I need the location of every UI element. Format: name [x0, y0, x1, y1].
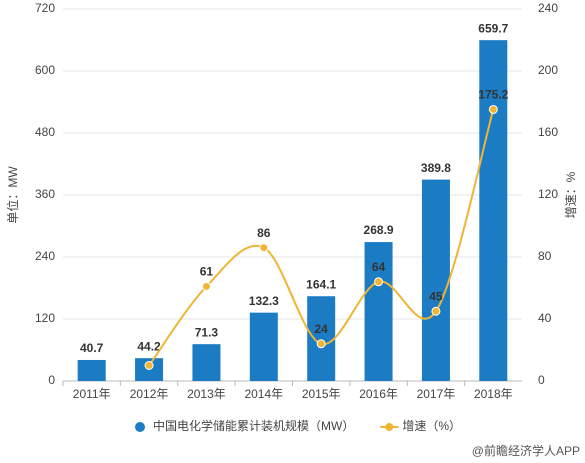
line-point — [431, 306, 441, 316]
bar-label: 71.3 — [195, 325, 219, 339]
bar-label: 659.7 — [478, 21, 508, 35]
bar-label: 40.7 — [80, 341, 104, 355]
bar-label: 132.3 — [249, 294, 279, 308]
line-point — [201, 281, 211, 291]
y-tick-label: 240 — [35, 249, 55, 263]
bar — [192, 344, 221, 381]
bar — [479, 40, 508, 381]
y-tick-label: 360 — [35, 187, 55, 201]
line-point — [144, 361, 154, 370]
line-label: 86 — [257, 226, 271, 240]
bar — [249, 312, 278, 381]
y-tick-label: 720 — [35, 1, 55, 15]
x-tick-label: 2013年 — [187, 387, 226, 401]
legend-swatch — [135, 422, 145, 432]
y-tick-label: 480 — [35, 125, 55, 139]
x-tick-label: 2018年 — [474, 387, 513, 401]
bar — [364, 242, 393, 381]
bar — [77, 359, 106, 381]
legend-label: 中国电化学储能累计装机规模（MW） — [153, 418, 354, 433]
bar — [421, 179, 450, 381]
line-point — [316, 339, 326, 349]
line-label: 64 — [372, 260, 386, 274]
legend-label: 增速（%） — [402, 419, 461, 433]
line-label: 175.2 — [478, 88, 508, 102]
line-label: 61 — [200, 265, 214, 279]
x-tick-label: 2015年 — [302, 387, 341, 401]
x-tick-label: 2016年 — [359, 387, 398, 401]
y2-tick-label: 120 — [538, 187, 558, 201]
y2-tick-label: 40 — [538, 311, 552, 325]
y2-axis-label: 增速：% — [564, 171, 578, 218]
line-point — [259, 243, 269, 253]
y2-tick-label: 240 — [538, 1, 558, 15]
bar-label: 44.2 — [137, 339, 161, 353]
bar-label: 164.1 — [306, 277, 336, 291]
legend-swatch — [385, 423, 394, 431]
bar-label: 268.9 — [364, 223, 394, 237]
y2-tick-label: 80 — [538, 249, 552, 263]
x-tick-label: 2012年 — [130, 387, 169, 401]
bar — [307, 296, 336, 381]
x-tick-label: 2014年 — [244, 387, 283, 401]
line-label: 45 — [429, 289, 443, 303]
y-axis-label: 单位：MW — [5, 166, 20, 224]
footer: @前瞻经济学人APP — [472, 443, 580, 458]
x-tick-label: 2017年 — [417, 387, 456, 401]
y2-tick-label: 0 — [538, 373, 545, 387]
line-point — [488, 104, 498, 114]
x-tick-label: 2011年 — [73, 387, 111, 401]
line-label: 24 — [315, 322, 329, 336]
y2-tick-label: 160 — [538, 125, 558, 139]
y-tick-label: 600 — [35, 63, 55, 77]
y2-tick-label: 200 — [538, 63, 558, 77]
y-tick-label: 120 — [35, 311, 55, 325]
y-tick-label: 0 — [48, 373, 55, 387]
bar-label: 389.8 — [421, 161, 451, 175]
line-point — [374, 277, 384, 287]
